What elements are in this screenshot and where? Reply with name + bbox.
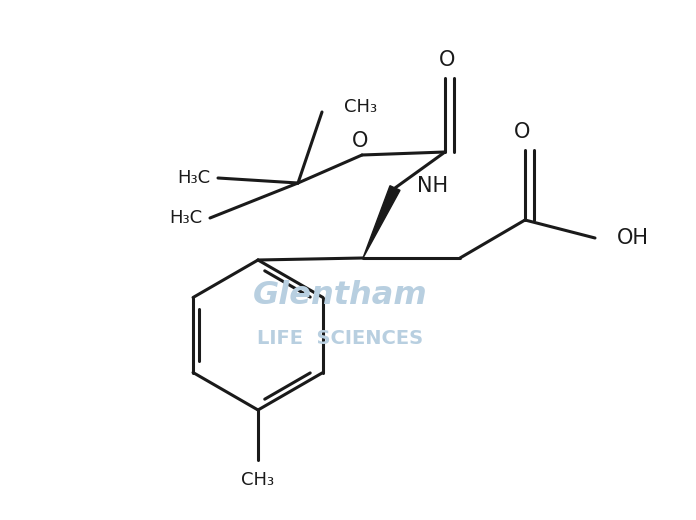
Text: O: O bbox=[438, 50, 455, 70]
Text: CH₃: CH₃ bbox=[242, 471, 274, 489]
Text: Glentham: Glentham bbox=[253, 280, 427, 310]
Text: LIFE  SCIENCES: LIFE SCIENCES bbox=[257, 329, 423, 347]
Text: O: O bbox=[514, 122, 530, 142]
Text: OH: OH bbox=[617, 228, 649, 248]
Text: CH₃: CH₃ bbox=[344, 98, 377, 116]
Text: NH: NH bbox=[417, 176, 448, 196]
Text: H₃C: H₃C bbox=[177, 169, 210, 187]
Polygon shape bbox=[363, 186, 400, 258]
Text: H₃C: H₃C bbox=[169, 209, 202, 227]
Text: O: O bbox=[351, 131, 368, 151]
